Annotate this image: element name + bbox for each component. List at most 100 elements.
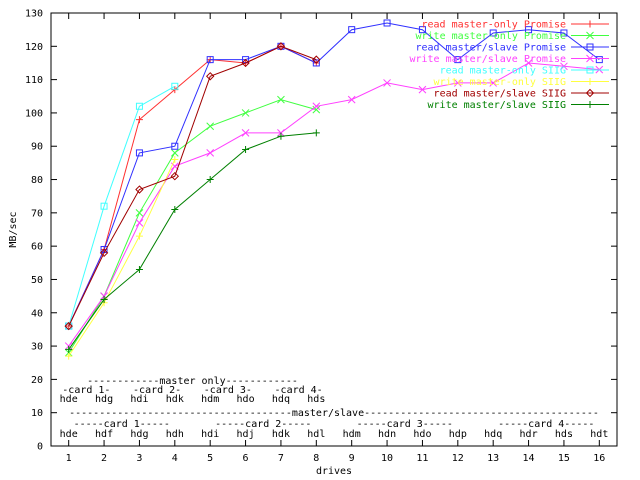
data-point <box>586 43 594 51</box>
master-slave-card-label: -----card 4----- <box>498 419 594 430</box>
x-tick-label: 4 <box>172 453 178 464</box>
data-point <box>489 29 497 37</box>
data-point <box>100 295 108 303</box>
legend-entry: write master/slave SIIG <box>428 100 609 111</box>
data-point <box>99 248 109 258</box>
data-point <box>135 102 143 110</box>
data-point <box>65 345 73 353</box>
data-point <box>586 54 594 63</box>
legend-entry: write master-only Promise <box>415 31 609 42</box>
legend-label: read master-only SIIG <box>440 66 566 77</box>
series-7 <box>64 42 321 331</box>
y-tick-label: 20 <box>31 375 43 386</box>
x-tick-label: 16 <box>593 453 605 464</box>
master-slave-drive-label: hdk <box>272 429 290 440</box>
data-point <box>560 62 568 71</box>
x-tick-label: 8 <box>313 453 319 464</box>
data-point <box>312 59 320 67</box>
master-slave-card-label: -----card 1----- <box>74 419 170 430</box>
master-slave-drive-label: hdo <box>413 429 431 440</box>
data-point <box>277 95 285 104</box>
y-tick-label: 90 <box>31 142 43 153</box>
master-only-card-label: -card 3- <box>204 385 252 396</box>
master-slave-drive-label: hdr <box>520 429 538 440</box>
y-tick-label: 110 <box>25 75 43 86</box>
master-only-card-label: -card 4- <box>275 385 323 396</box>
legend-label: write master-only SIIG <box>434 77 566 88</box>
data-point <box>453 79 462 87</box>
master-slave-drive-label: hdf <box>95 429 113 440</box>
data-point <box>135 116 143 124</box>
data-point <box>454 56 462 64</box>
data-point <box>171 142 179 150</box>
master-only-drive-label: hdm <box>201 394 219 405</box>
master-slave-header: -------------------------------------mas… <box>69 408 599 419</box>
master-slave-drive-label: hdh <box>166 429 184 440</box>
series-line <box>68 45 317 327</box>
data-point <box>312 55 321 64</box>
legend-label: write master/slave SIIG <box>428 100 566 111</box>
series-line <box>68 132 317 350</box>
series-1 <box>65 42 320 330</box>
data-point <box>205 72 215 81</box>
master-only-header: ------------master only------------ <box>87 376 298 387</box>
master-slave-drive-label: hdp <box>449 429 467 440</box>
data-point <box>241 129 250 137</box>
series-6 <box>65 156 179 360</box>
y-tick-label: 30 <box>31 342 43 353</box>
data-point <box>383 19 391 27</box>
plot-series <box>64 19 604 360</box>
legend-entry: read master-only Promise <box>422 20 609 31</box>
data-point <box>171 156 179 164</box>
data-point <box>348 26 356 34</box>
data-point <box>206 122 215 131</box>
x-tick-label: 11 <box>416 453 428 464</box>
master-only-drive-label: hde <box>60 394 78 405</box>
y-tick-label: 50 <box>31 275 43 286</box>
data-point <box>170 172 180 181</box>
x-tick-label: 10 <box>381 453 393 464</box>
y-tick-label: 60 <box>31 242 43 253</box>
master-slave-drive-label: hdl <box>307 429 325 440</box>
legend-label: read master/slave SIIG <box>434 89 566 100</box>
series-5 <box>65 82 179 330</box>
legend-entry: write master-only SIIG <box>434 77 609 88</box>
y-tick-label: 120 <box>25 42 43 53</box>
series-line <box>68 99 317 353</box>
x-tick-label: 9 <box>349 453 355 464</box>
master-only-drive-label: hdi <box>130 394 148 405</box>
data-point <box>585 88 595 98</box>
data-point <box>525 26 533 34</box>
y-tick-label: 10 <box>31 408 43 419</box>
master-slave-drive-label: hdi <box>201 429 219 440</box>
data-point <box>100 202 108 210</box>
legend-entry: read master/slave Promise <box>415 43 609 54</box>
y-tick-label: 40 <box>31 308 43 319</box>
legend-label: read master-only Promise <box>422 20 567 31</box>
series-8 <box>65 129 320 353</box>
data-point <box>241 58 250 68</box>
data-point <box>595 56 603 64</box>
data-point <box>312 129 320 137</box>
legend-entry: write master/slave Promise <box>409 54 609 65</box>
legend-label: write master/slave Promise <box>409 54 566 65</box>
data-point <box>383 79 391 87</box>
master-slave-drive-label: hdq <box>484 429 502 440</box>
plot-frame <box>50 12 618 447</box>
y-axis-label: MB/sec <box>8 211 19 247</box>
x-tick-label: 5 <box>207 453 213 464</box>
x-axis-label: drives <box>316 466 352 477</box>
data-point <box>135 185 144 194</box>
master-slave-drive-label: hdj <box>237 429 255 440</box>
master-only-drive-label: hdq <box>272 394 290 405</box>
legend-entry: read master/slave SIIG <box>434 89 609 100</box>
master-slave-card-label: -----card 2----- <box>215 419 311 430</box>
y-tick-label: 80 <box>31 175 43 186</box>
data-point <box>170 149 179 157</box>
series-line <box>68 62 600 347</box>
data-point <box>586 31 594 40</box>
series-line <box>68 85 176 327</box>
data-point <box>135 149 143 157</box>
series-3 <box>65 19 603 330</box>
